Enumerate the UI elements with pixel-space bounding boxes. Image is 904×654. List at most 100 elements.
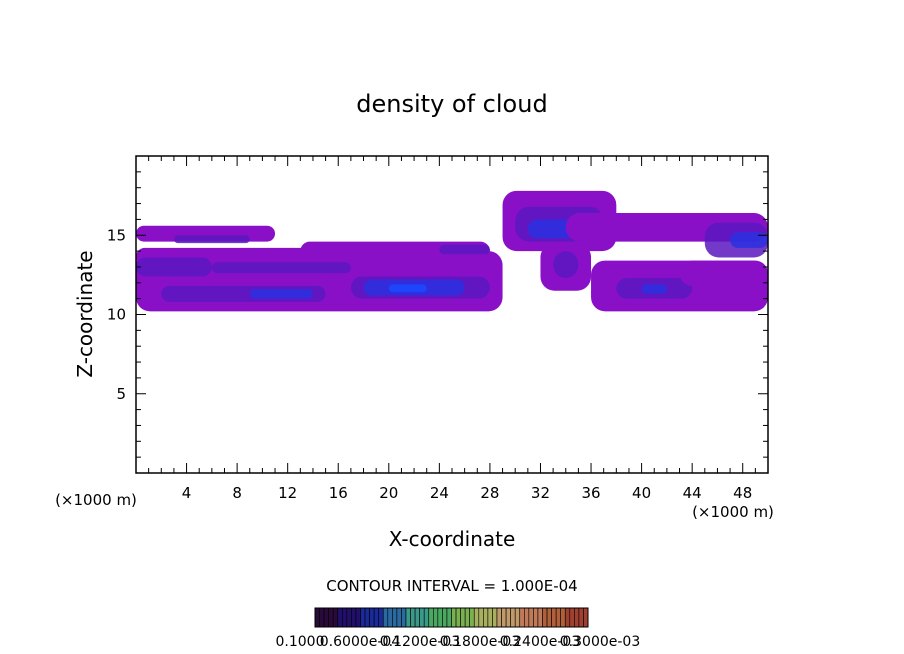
- colorbar-swatch: [410, 607, 416, 628]
- colorbar-swatch: [555, 607, 562, 628]
- density-region: [730, 232, 768, 248]
- density-region: [249, 289, 313, 299]
- x-tick-label: 32: [531, 484, 550, 502]
- colorbar-swatch: [378, 607, 384, 628]
- colorbar-label: 0.1000: [276, 634, 325, 650]
- colorbar-swatch: [373, 607, 379, 628]
- y-tick-label: 10: [107, 306, 126, 324]
- colorbar-swatch: [478, 607, 484, 628]
- x-tick-label: 44: [683, 484, 702, 502]
- colorbar-swatch: [442, 607, 448, 628]
- colorbar-swatch: [346, 607, 352, 628]
- colorbar-swatch: [551, 607, 557, 628]
- x-axis-title: X-coordinate: [389, 527, 516, 551]
- colorbar-swatch: [382, 607, 389, 628]
- y-tick-label: 5: [116, 385, 126, 403]
- colorbar-swatch: [419, 607, 425, 628]
- colorbar-swatch: [392, 607, 398, 628]
- colorbar-swatch: [528, 607, 534, 628]
- colorbar-swatch: [519, 607, 525, 628]
- colorbar-swatch: [473, 607, 480, 628]
- colorbar-swatch: [332, 607, 339, 628]
- x-unit-label-left: (×1000 m): [55, 491, 137, 509]
- colorbar-swatch: [405, 607, 411, 628]
- colorbar-swatch: [496, 607, 502, 628]
- colorbar-swatch: [510, 607, 516, 628]
- colorbar-swatch: [369, 607, 375, 628]
- colorbar-swatch: [464, 607, 470, 628]
- colorbar-swatch: [533, 607, 539, 628]
- colorbar-swatch: [323, 607, 329, 628]
- colorbar-swatch: [487, 607, 493, 628]
- colorbar-swatch: [328, 607, 334, 628]
- density-region: [553, 251, 579, 279]
- colorbar-swatch: [446, 607, 452, 628]
- density-region: [211, 262, 351, 274]
- colorbar-swatch: [574, 607, 580, 628]
- colorbar-swatch: [460, 607, 466, 628]
- colorbar-swatch: [387, 607, 393, 628]
- x-axis: 4 8 12 16 20 24 28 32 36 40 44 48: [148, 156, 756, 502]
- density-region: [641, 284, 667, 294]
- colorbar-swatch: [542, 607, 548, 628]
- colorbar-swatch: [414, 607, 420, 628]
- colorbar-swatch: [401, 607, 407, 628]
- colorbar-swatch: [360, 607, 366, 628]
- colorbar-swatch: [432, 607, 439, 628]
- colorbar-swatch: [583, 607, 589, 628]
- contour-interval-label: CONTOUR INTERVAL = 1.000E-04: [326, 577, 577, 595]
- colorbar-label: 0.1200e-03: [380, 634, 460, 650]
- colorbar-swatch: [505, 607, 511, 628]
- density-region: [388, 284, 427, 293]
- colorbar-swatch: [319, 607, 325, 628]
- x-tick-label: 40: [632, 484, 651, 502]
- colorbar-label: 0.1800e-03: [440, 634, 520, 650]
- colorbar-swatch: [523, 607, 530, 628]
- x-tick-label: 48: [733, 484, 752, 502]
- x-tick-label: 8: [232, 484, 242, 502]
- colorbar-label: 0.6000e-04: [320, 634, 401, 650]
- colorbar-swatch: [569, 607, 575, 628]
- colorbar-swatch: [337, 607, 343, 628]
- x-tick-label: 4: [182, 484, 192, 502]
- colorbar-swatch: [455, 607, 461, 628]
- y-axis-title: Z-coordinate: [73, 250, 97, 377]
- colorbar-swatch: [364, 607, 370, 628]
- colorbar-swatch: [578, 607, 584, 628]
- colorbar-label: 0.2400e-03: [500, 634, 580, 650]
- x-tick-label: 36: [581, 484, 600, 502]
- cloud-density-field: [136, 190, 768, 312]
- density-region: [173, 235, 250, 244]
- colorbar-swatch: [437, 607, 443, 628]
- colorbar-swatch: [560, 607, 566, 628]
- x-tick-label: 20: [379, 484, 398, 502]
- colorbar-frame: [314, 607, 589, 628]
- colorbar-swatch: [423, 607, 430, 628]
- x-unit-label-right: (×1000 m): [692, 503, 774, 521]
- x-tick-label: 16: [329, 484, 348, 502]
- y-axis: 5 10 15: [107, 171, 768, 458]
- colorbar-swatch: [501, 607, 507, 628]
- colorbar-swatch: [351, 607, 357, 628]
- colorbar-swatch: [314, 607, 320, 628]
- y-tick-label: 15: [107, 226, 126, 244]
- x-tick-label: 24: [430, 484, 449, 502]
- colorbar-swatch: [451, 607, 457, 628]
- colorbar-swatch: [396, 607, 402, 628]
- colorbar-swatch: [469, 607, 475, 628]
- density-region: [439, 244, 490, 255]
- colorbar-swatch: [514, 607, 521, 628]
- colorbar-swatch: [483, 607, 489, 628]
- colorbar-swatch: [537, 607, 543, 628]
- density-region: [136, 257, 212, 277]
- x-tick-label: 12: [278, 484, 297, 502]
- colorbar-swatch: [546, 607, 552, 628]
- x-tick-label: 28: [480, 484, 499, 502]
- colorbar-label: 0.3000e-03: [560, 634, 640, 650]
- colorbar-swatch: [428, 607, 434, 628]
- colorbar: [314, 607, 589, 628]
- colorbar-swatch: [355, 607, 361, 628]
- chart-title: density of cloud: [356, 90, 547, 118]
- colorbar-labels: 0.10000.6000e-040.1200e-030.1800e-030.24…: [276, 634, 641, 650]
